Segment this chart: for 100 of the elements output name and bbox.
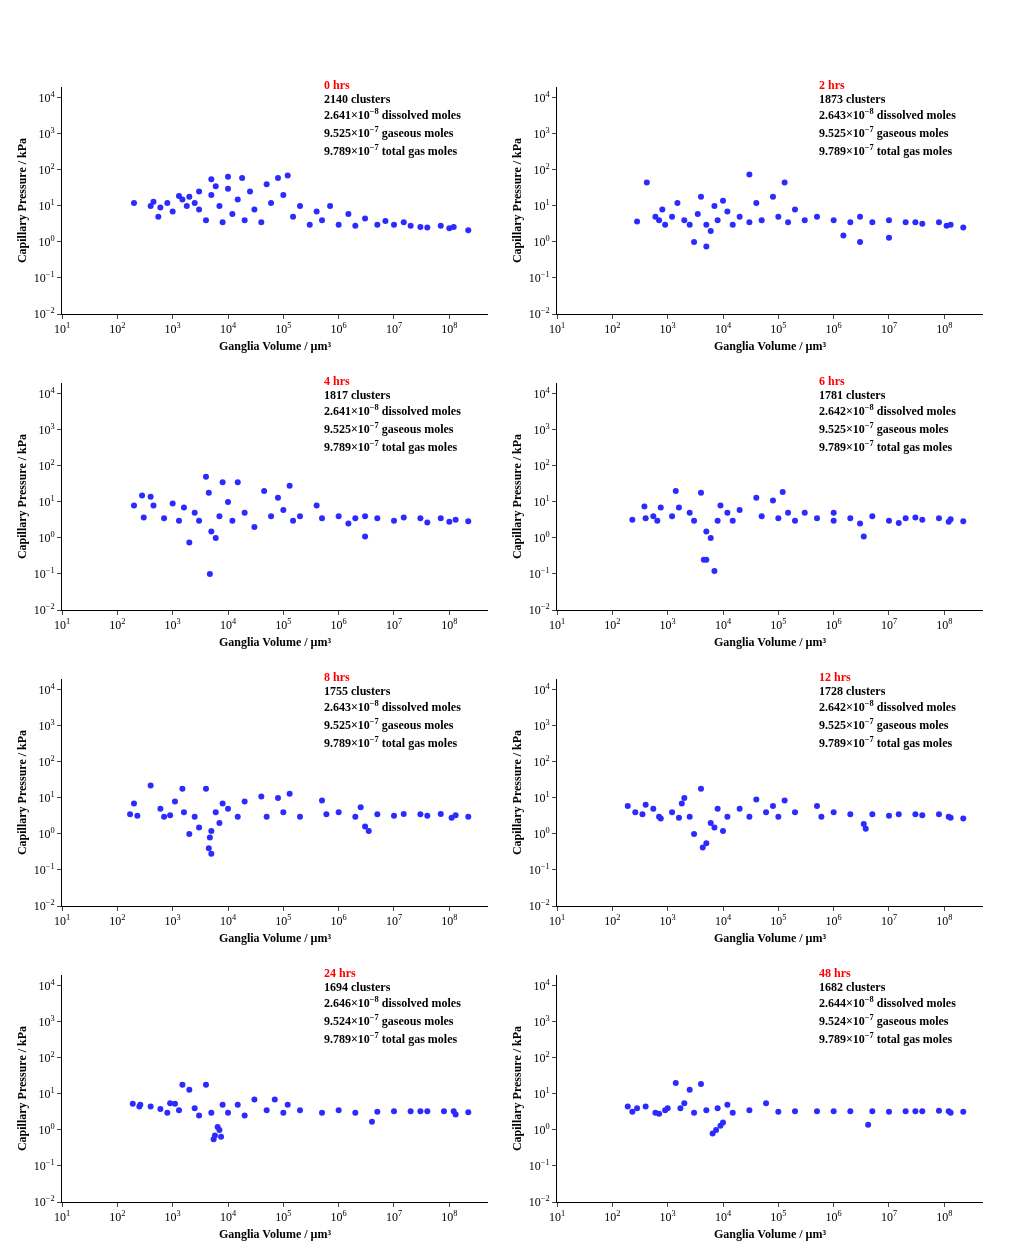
- x-tick-label: 10$^{5}$: [275, 617, 292, 633]
- annotation: 9.524×10$^{−7}$ gaseous moles: [324, 1013, 454, 1029]
- x-tick-label: 10$^{3}$: [659, 1209, 676, 1225]
- y-tick-label: 10$^{0}$: [38, 530, 55, 546]
- y-tick-label: 10$^{−1}$: [528, 862, 550, 878]
- y-tick-label: 10$^{−2}$: [33, 306, 55, 322]
- x-tick-label: 10$^{7}$: [385, 617, 403, 633]
- x-tick-label: 10$^{8}$: [441, 913, 458, 929]
- y-tick-label: 10$^{−2}$: [33, 602, 55, 618]
- x-tick-label: 10$^{8}$: [441, 321, 458, 337]
- x-axis-title: Ganglia Volume / µm³: [218, 931, 332, 946]
- y-tick-label: 10$^{4}$: [38, 386, 56, 402]
- y-tick-label: 10$^{4}$: [533, 90, 551, 106]
- x-tick-label: 10$^{6}$: [825, 1209, 842, 1225]
- y-tick-label: 10$^{−2}$: [33, 1194, 55, 1210]
- x-axis-title: Ganglia Volume / µm³: [713, 931, 827, 946]
- annotation: 9.789×10$^{−7}$ total gas moles: [324, 735, 458, 751]
- x-tick-label: 10$^{7}$: [385, 913, 403, 929]
- annotation: 9.789×10$^{−7}$ total gas moles: [324, 143, 458, 159]
- y-tick-label: 10$^{−2}$: [528, 602, 550, 618]
- y-axis-title: Capillary Pressure / kPa: [14, 433, 29, 560]
- y-tick-label: 10$^{4}$: [38, 978, 56, 994]
- y-tick-label: 10$^{3}$: [533, 126, 550, 142]
- x-axis-title: Ganglia Volume / µm³: [218, 1227, 332, 1242]
- x-tick-label: 10$^{7}$: [880, 617, 898, 633]
- x-axis-title: Ganglia Volume / µm³: [713, 1227, 827, 1242]
- x-tick-label: 10$^{2}$: [109, 321, 126, 337]
- y-tick-label: 10$^{1}$: [38, 1086, 55, 1102]
- x-tick-label: 10$^{2}$: [604, 321, 621, 337]
- x-tick-label: 10$^{4}$: [219, 1209, 237, 1225]
- x-tick-label: 10$^{4}$: [714, 617, 732, 633]
- y-tick-label: 10$^{0}$: [533, 1122, 550, 1138]
- y-tick-label: 10$^{−1}$: [33, 270, 55, 286]
- x-tick-label: 10$^{6}$: [330, 913, 347, 929]
- y-tick-label: 10$^{3}$: [38, 126, 55, 142]
- y-tick-label: 10$^{4}$: [533, 682, 551, 698]
- x-tick-label: 10$^{2}$: [604, 617, 621, 633]
- annotation: 9.525×10$^{−7}$ gaseous moles: [324, 717, 454, 733]
- y-tick-label: 10$^{0}$: [533, 530, 550, 546]
- y-tick-label: 10$^{1}$: [533, 790, 550, 806]
- annotation: 9.525×10$^{−7}$ gaseous moles: [819, 717, 949, 733]
- y-tick-label: 10$^{1}$: [38, 198, 55, 214]
- annotation: 1817 clusters: [324, 388, 391, 402]
- y-tick-label: 10$^{2}$: [38, 754, 55, 770]
- y-tick-label: 10$^{2}$: [533, 754, 550, 770]
- x-tick-label: 10$^{1}$: [548, 1209, 566, 1225]
- y-tick-label: 10$^{2}$: [38, 1050, 55, 1066]
- y-tick-label: 10$^{2}$: [533, 458, 550, 474]
- y-tick-label: 10$^{−1}$: [528, 270, 550, 286]
- x-tick-label: 10$^{8}$: [441, 1209, 458, 1225]
- annotation: 9.789×10$^{−7}$ total gas moles: [324, 439, 458, 455]
- y-tick-label: 10$^{1}$: [533, 494, 550, 510]
- annotation: 2140 clusters: [324, 92, 391, 106]
- x-tick-label: 10$^{8}$: [936, 1209, 953, 1225]
- y-tick-label: 10$^{0}$: [38, 826, 55, 842]
- x-tick-label: 10$^{6}$: [330, 617, 347, 633]
- annotation: 2.642×10$^{−8}$ dissolved moles: [819, 699, 957, 715]
- x-tick-label: 10$^{1}$: [548, 321, 566, 337]
- y-tick-label: 10$^{2}$: [38, 162, 55, 178]
- x-tick-label: 10$^{3}$: [164, 321, 181, 337]
- annotation: 9.789×10$^{−7}$ total gas moles: [819, 439, 953, 455]
- y-axis-title: Capillary Pressure / kPa: [14, 729, 29, 856]
- annotation: 2.643×10$^{−8}$ dissolved moles: [324, 699, 462, 715]
- y-tick-label: 10$^{−1}$: [528, 566, 550, 582]
- x-tick-label: 10$^{3}$: [164, 617, 181, 633]
- chart-title: 12 hrs: [819, 670, 851, 684]
- annotation: 2.644×10$^{−8}$ dissolved moles: [819, 995, 957, 1011]
- x-tick-label: 10$^{5}$: [770, 913, 787, 929]
- annotation: 9.525×10$^{−7}$ gaseous moles: [819, 421, 949, 437]
- x-tick-label: 10$^{2}$: [109, 617, 126, 633]
- chart-title: 4 hrs: [324, 374, 350, 388]
- y-tick-label: 10$^{1}$: [533, 198, 550, 214]
- x-tick-label: 10$^{3}$: [659, 913, 676, 929]
- annotation: 2.643×10$^{−8}$ dissolved moles: [819, 107, 957, 123]
- chart-title: 6 hrs: [819, 374, 845, 388]
- y-tick-label: 10$^{4}$: [38, 90, 56, 106]
- x-tick-label: 10$^{7}$: [385, 321, 403, 337]
- x-tick-label: 10$^{5}$: [770, 321, 787, 337]
- x-tick-label: 10$^{3}$: [659, 321, 676, 337]
- x-tick-label: 10$^{4}$: [714, 321, 732, 337]
- x-tick-label: 10$^{4}$: [219, 913, 237, 929]
- y-axis-title: Capillary Pressure / kPa: [509, 729, 524, 856]
- y-tick-label: 10$^{3}$: [38, 422, 55, 438]
- x-tick-label: 10$^{6}$: [825, 913, 842, 929]
- chart-title: 8 hrs: [324, 670, 350, 684]
- annotation: 1781 clusters: [819, 388, 886, 402]
- annotation: 9.525×10$^{−7}$ gaseous moles: [819, 125, 949, 141]
- x-axis-title: Ganglia Volume / µm³: [218, 635, 332, 650]
- x-tick-label: 10$^{5}$: [770, 617, 787, 633]
- x-tick-label: 10$^{4}$: [219, 617, 237, 633]
- y-tick-label: 10$^{2}$: [38, 458, 55, 474]
- y-tick-label: 10$^{3}$: [38, 718, 55, 734]
- chart-title: 2 hrs: [819, 78, 845, 92]
- y-tick-label: 10$^{4}$: [533, 386, 551, 402]
- y-tick-label: 10$^{3}$: [533, 1014, 550, 1030]
- x-tick-label: 10$^{8}$: [936, 321, 953, 337]
- annotation: 1755 clusters: [324, 684, 391, 698]
- x-axis-title: Ganglia Volume / µm³: [713, 339, 827, 354]
- x-tick-label: 10$^{3}$: [164, 1209, 181, 1225]
- x-tick-label: 10$^{8}$: [936, 617, 953, 633]
